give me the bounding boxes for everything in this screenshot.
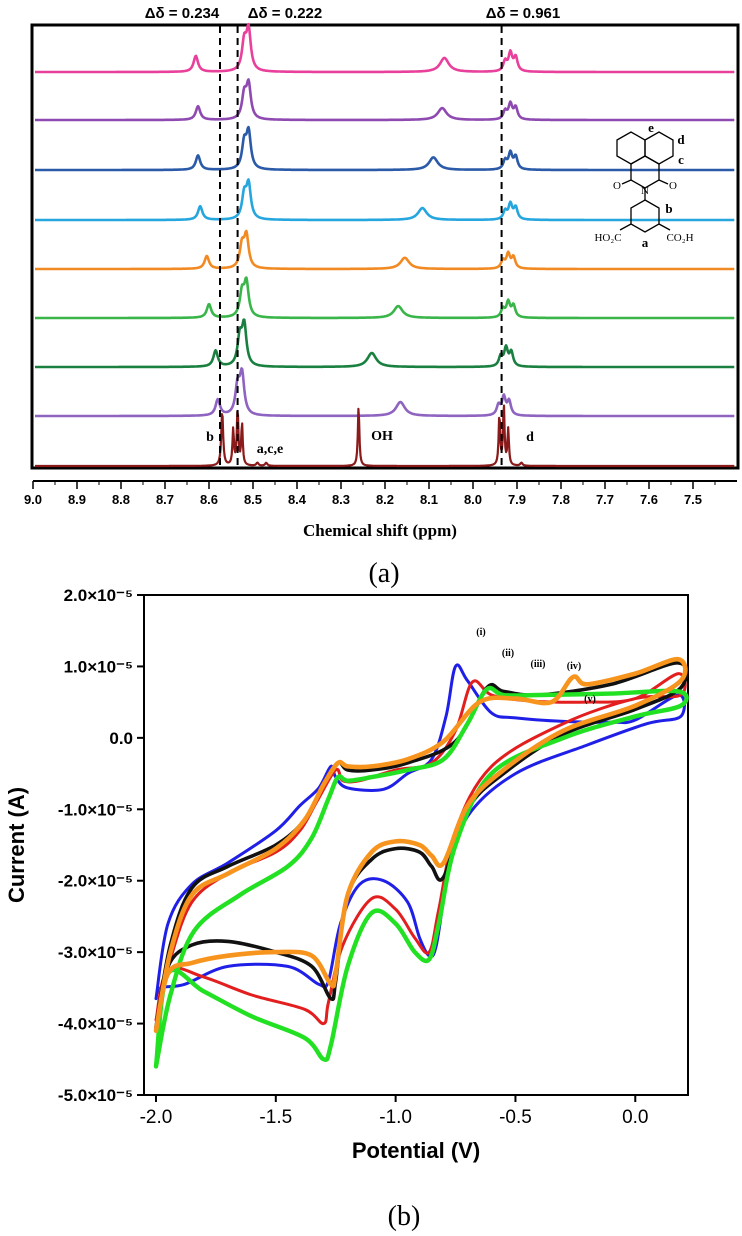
benzene-ring — [630, 199, 660, 233]
cv-y-tick-label: -1.0×10⁻⁵ — [58, 800, 133, 819]
nmr-spectrum-1 — [34, 23, 735, 74]
cv-y-axis-label: Current (A) — [4, 787, 29, 903]
cv-axes: -2.0 -1.5 -1.0 -0.5 0.0 2.0×10⁻⁵ 1.0×10⁻⁵ 0.0 -1… — [58, 586, 649, 1128]
curve-label-iii: (iii) — [531, 659, 546, 670]
delta-label-2: Δδ = 0.222 — [248, 5, 323, 22]
cv-y-tick-label: 2.0×10⁻⁵ — [64, 586, 133, 605]
naphthalene-ring-right — [644, 131, 674, 165]
carbonyl-o-left: O — [613, 180, 621, 192]
nmr-tick-label: 8.0 — [464, 492, 482, 507]
nmr-spectrum-7 — [34, 318, 735, 369]
cv-y-tick-label: -5.0×10⁻⁵ — [58, 1086, 133, 1105]
nmr-tick-label: 8.8 — [112, 492, 130, 507]
nmr-spectrum-5 — [34, 229, 735, 271]
cooh-bond-right — [658, 223, 671, 231]
cv-y-tick-label: 1.0×10⁻⁵ — [64, 657, 133, 676]
nmr-spectrum-9 — [34, 404, 735, 468]
cv-plot-frame — [143, 594, 689, 1096]
nmr-spectrum-3 — [34, 125, 735, 172]
carbonyl-o-right: O — [669, 180, 677, 192]
proton-label-c: c — [678, 152, 684, 167]
cooh-bond-left — [619, 223, 632, 231]
peak-label-oh: OH — [371, 429, 393, 444]
cv-x-tick-label: -1.5 — [259, 1107, 292, 1128]
peak-label-b: b — [206, 430, 214, 445]
curve-label-i: (i) — [476, 627, 485, 638]
nmr-spectrum-6 — [34, 276, 735, 320]
curve-label-ii: (ii) — [502, 648, 514, 659]
delta-label-3: Δδ = 0.961 — [486, 5, 561, 22]
cv-x-tick-label: -2.0 — [140, 1107, 173, 1128]
nmr-tick-label: 7.7 — [596, 492, 614, 507]
nmr-tick-label: 8.3 — [332, 492, 350, 507]
cv-x-axis-label: Potential (V) — [352, 1138, 480, 1163]
nmr-plot-frame — [30, 23, 740, 470]
cv-curves — [153, 656, 689, 1069]
nmr-x-axis-label: Chemical shift (ppm) — [303, 521, 457, 540]
proton-label-b: b — [665, 201, 672, 216]
proton-label-a: a — [642, 235, 649, 250]
nmr-spectrum-2 — [34, 78, 735, 122]
nmr-tick-label: 8.6 — [200, 492, 218, 507]
nmr-spectrum-8 — [34, 367, 735, 418]
cv-y-tick-label: -2.0×10⁻⁵ — [58, 872, 133, 891]
chemical-structure — [616, 131, 674, 233]
nmr-tick-label: 8.7 — [156, 492, 174, 507]
cv-y-tick-label: -3.0×10⁻⁵ — [58, 943, 133, 962]
nmr-tick-label: 9.0 — [24, 492, 42, 507]
carbonyl-bond-left — [621, 179, 632, 185]
cv-panel: -2.0 -1.5 -1.0 -0.5 0.0 2.0×10⁻⁵ 1.0×10⁻⁵ 0.0 -1… — [4, 586, 689, 1232]
peak-label-ace: a,c,e — [257, 442, 283, 457]
delta-label-1: Δδ = 0.234 — [145, 5, 220, 22]
cv-x-tick-label: -0.5 — [499, 1107, 532, 1128]
imide-n: N — [641, 185, 649, 197]
nmr-tick-label: 7.9 — [508, 492, 526, 507]
nmr-tick-label: 7.5 — [684, 492, 702, 507]
cv-x-tick-label: 0.0 — [622, 1107, 648, 1128]
nmr-panel: 9.0 8.9 8.8 8.7 8.6 8.5 8.4 8.3 8.2 8.1 8.0 7.9 7.8 7… — [24, 5, 740, 589]
panel-b-label: (b) — [388, 1201, 421, 1232]
imide-ring — [630, 155, 660, 189]
peak-label-d: d — [526, 430, 534, 445]
cv-y-tick-label: 0.0 — [109, 729, 133, 748]
nmr-tick-label: 8.4 — [288, 492, 307, 507]
carbonyl-bond-right — [658, 179, 669, 185]
nmr-tick-label: 8.1 — [420, 492, 438, 507]
nmr-x-axis: 9.0 8.9 8.8 8.7 8.6 8.5 8.4 8.3 8.2 8.1 8.0 7.9 7.8 7… — [24, 480, 737, 507]
curve-label-v: (v) — [584, 694, 596, 705]
structure-labels: O O N HO₂C CO₂H e d c b a — [594, 120, 693, 250]
cv-curve-orange — [153, 656, 688, 1033]
nmr-tick-label: 8.9 — [68, 492, 86, 507]
nmr-spectra — [34, 23, 735, 468]
nmr-reference-lines — [219, 26, 503, 467]
proton-label-e: e — [648, 120, 654, 135]
cooh-label-left: HO₂C — [594, 232, 621, 244]
curve-label-iv: (iv) — [567, 661, 581, 672]
cv-y-tick-label: -4.0×10⁻⁵ — [58, 1015, 133, 1034]
nmr-spectrum-4 — [34, 178, 735, 222]
naphthalene-ring-left — [616, 131, 646, 165]
cv-x-tick-label: -1.0 — [379, 1107, 412, 1128]
nmr-tick-label: 7.8 — [552, 492, 570, 507]
nmr-tick-label: 7.6 — [640, 492, 658, 507]
cv-curve-green — [153, 685, 689, 1069]
nmr-tick-label: 8.2 — [376, 492, 394, 507]
panel-a-label: (a) — [368, 558, 399, 589]
proton-label-d: d — [677, 132, 685, 147]
nmr-tick-label: 8.5 — [244, 492, 262, 507]
cooh-label-right: CO₂H — [666, 232, 693, 244]
